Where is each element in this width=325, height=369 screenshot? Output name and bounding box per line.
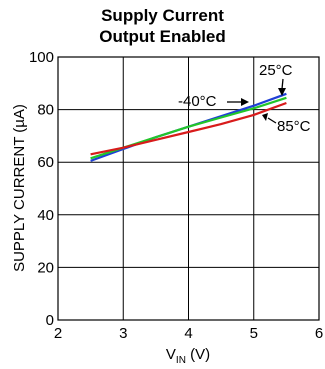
chart-title-line-1: Supply Current [101, 6, 224, 25]
x-tick-label: 6 [315, 325, 323, 342]
x-tick-labels: 2 3 4 5 6 [54, 325, 323, 342]
x-axis-label-unit: (V) [186, 346, 210, 363]
annotation-85c-arrow [267, 117, 277, 124]
chart-title-line-2: Output Enabled [99, 27, 226, 46]
annotation-minus40c-arrowhead [241, 98, 249, 106]
annotation-25c: 25°C [259, 62, 293, 79]
annotation-25c-arrow [281, 78, 284, 90]
y-tick-label: 0 [46, 312, 54, 329]
annotation-85c: 85°C [277, 118, 311, 135]
x-tick-label: 2 [54, 325, 62, 342]
x-tick-label: 4 [184, 325, 192, 342]
y-tick-label: 20 [37, 259, 54, 276]
annotation-85c-arrowhead [262, 113, 268, 121]
x-axis-label-main: V [166, 346, 176, 363]
x-axis-label-subscript: IN [176, 355, 186, 366]
y-tick-label: 40 [37, 207, 54, 224]
annotation-25c-arrowhead [278, 88, 286, 96]
series-line [90, 101, 287, 156]
y-tick-label: 80 [37, 102, 54, 119]
y-tick-label: 60 [37, 154, 54, 171]
series-lines [90, 92, 287, 162]
x-tick-label: 3 [119, 325, 127, 342]
y-axis-label: SUPPLY CURRENT (µA) [11, 104, 28, 272]
y-tick-label: 100 [29, 49, 54, 66]
y-tick-labels: 0 20 40 60 80 100 [29, 49, 54, 329]
series-annotations: 25°C -40°C 85°C [178, 62, 311, 135]
grid-lines [57, 56, 320, 321]
annotation-minus40c: -40°C [178, 93, 217, 110]
x-axis-label: VIN (V) [166, 346, 210, 366]
x-tick-label: 5 [250, 325, 258, 342]
